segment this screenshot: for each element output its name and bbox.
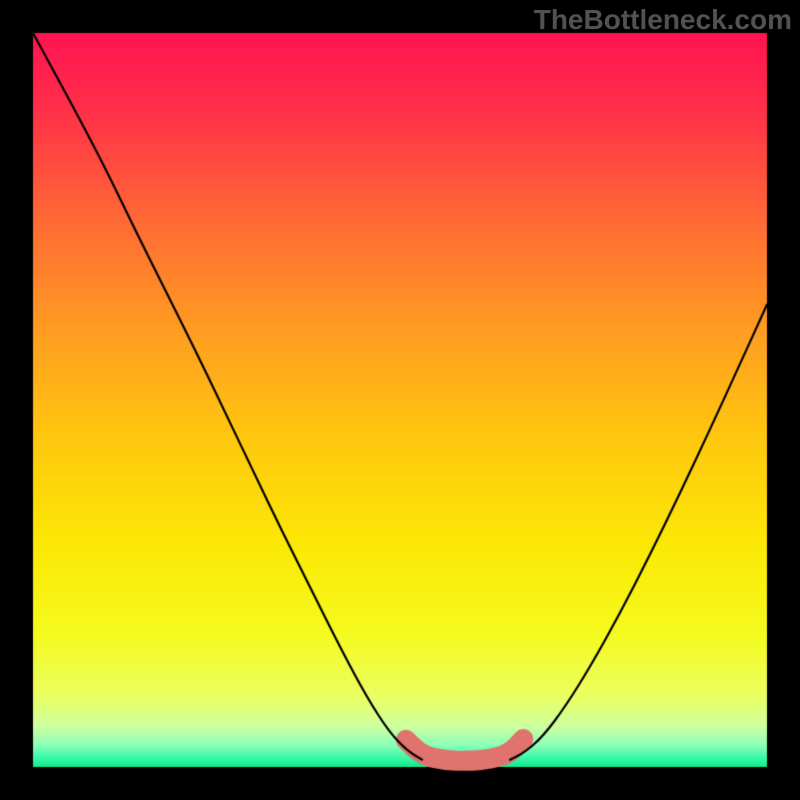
bottleneck-curve-chart [0, 0, 800, 800]
